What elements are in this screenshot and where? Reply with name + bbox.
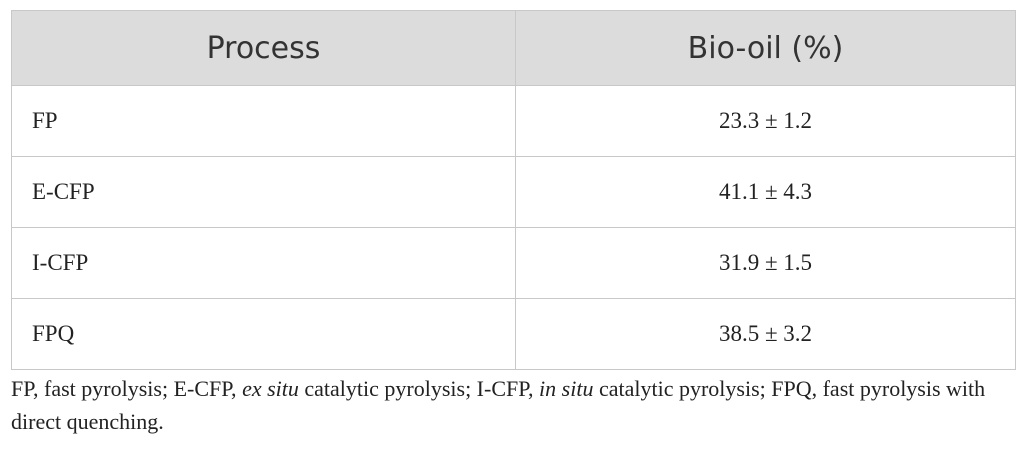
table-cell: 31.9 ± 1.5 <box>515 227 1016 299</box>
table-cell: 23.3 ± 1.2 <box>515 85 1016 157</box>
footnote-text: catalytic pyrolysis; FPQ, fast pyrolysis… <box>11 376 986 434</box>
table-cell: E-CFP <box>11 156 516 228</box>
footnote-italic: ex situ <box>242 376 299 401</box>
footnote-text: catalytic pyrolysis; I-CFP, <box>298 376 540 401</box>
table-cell: FP <box>11 85 516 157</box>
table-body: FP 23.3 ± 1.2 E-CFP 41.1 ± 4.3 I-CFP 31.9 ± 1… <box>11 85 1016 370</box>
table-cell: I-CFP <box>11 227 516 299</box>
footnote-italic: in situ <box>539 376 594 401</box>
data-table: Process Bio-oil (%) FP 23.3 ± 1.2 E-CFP 41.… <box>11 10 1016 370</box>
footnote-text: FP, fast pyrolysis; E-CFP, <box>11 376 243 401</box>
header-cell: Process <box>11 10 516 86</box>
table-cell: 41.1 ± 4.3 <box>515 156 1016 228</box>
table-cell: FPQ <box>11 298 516 370</box>
table-row: I-CFP 31.9 ± 1.5 <box>11 227 1016 299</box>
table-row: E-CFP 41.1 ± 4.3 <box>11 156 1016 228</box>
footnote: FP, fast pyrolysis; E-CFP, ex situ catal… <box>11 372 1016 438</box>
table-row: FPQ 38.5 ± 3.2 <box>11 298 1016 370</box>
header-row: Process Bio-oil (%) <box>11 10 1016 86</box>
table-row: FP 23.3 ± 1.2 <box>11 85 1016 157</box>
header-cell: Bio-oil (%) <box>515 10 1016 86</box>
table-cell: 38.5 ± 3.2 <box>515 298 1016 370</box>
